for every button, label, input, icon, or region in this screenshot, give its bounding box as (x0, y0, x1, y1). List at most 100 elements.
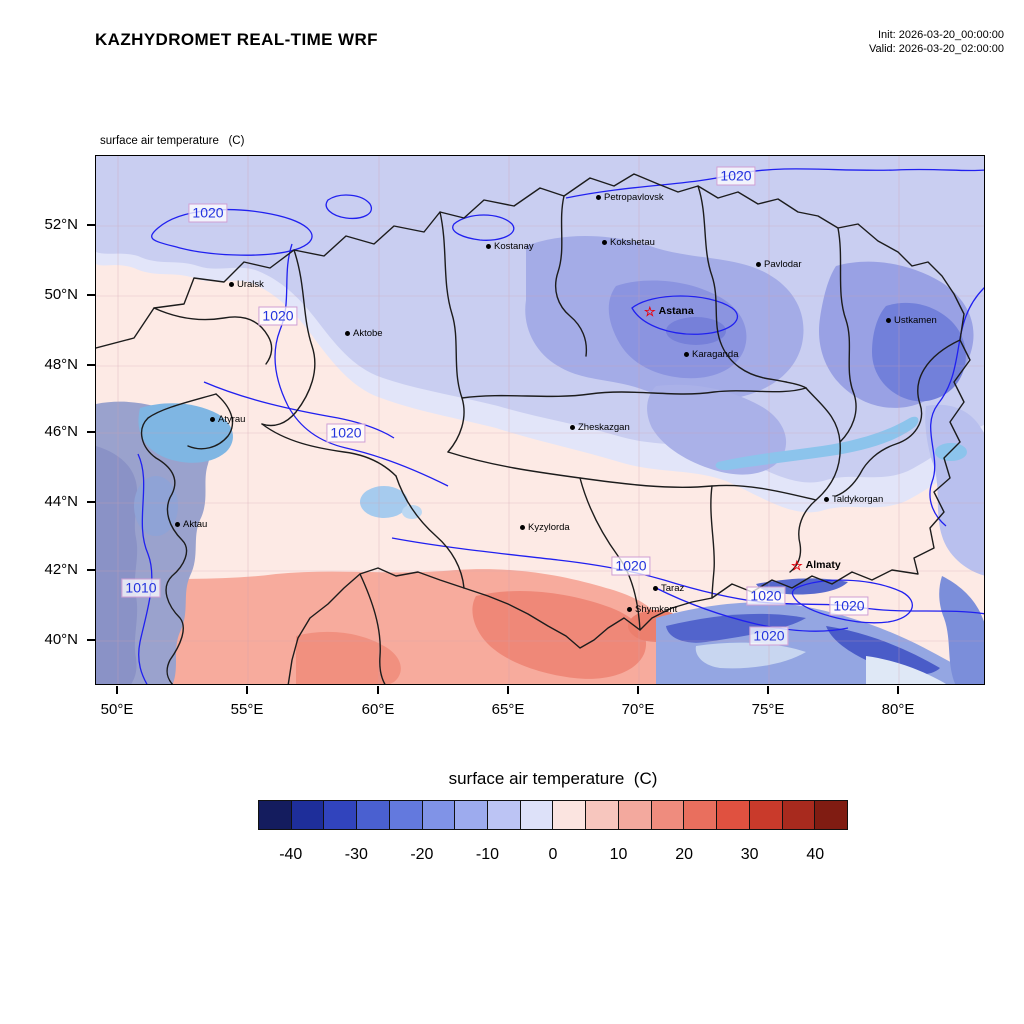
lon-tick (116, 686, 118, 694)
lat-tick (87, 431, 95, 433)
city-label: Aktobe (353, 328, 383, 339)
colorbar (258, 800, 848, 830)
lat-tick-label: 48°N (44, 356, 78, 373)
city-marker: Zheskazgan (570, 422, 630, 433)
map-art (96, 156, 984, 684)
colorbar-tick-label: -10 (475, 846, 499, 863)
colorbar-cell (815, 801, 847, 829)
colorbar-tick-label: 30 (740, 846, 759, 863)
isobar-label: 1010 (121, 578, 161, 598)
isobar-label: 1020 (326, 423, 366, 443)
lat-tick-label: 50°N (44, 286, 78, 303)
valid-time: Valid: 2026-03-20_02:00:00 (869, 43, 1004, 55)
border-line (96, 173, 971, 684)
city-dot-icon (210, 417, 215, 422)
lon-tick (377, 686, 379, 694)
temp-zone (666, 317, 726, 345)
lon-tick-label: 60°E (361, 701, 395, 718)
temp-zone (134, 476, 178, 536)
city-dot-icon (756, 262, 761, 267)
city-marker: Uralsk (229, 279, 264, 290)
city-label: Kokshetau (610, 237, 655, 248)
city-dot-icon (653, 586, 658, 591)
colorbar-cell (422, 801, 456, 829)
colorbar-cell (651, 801, 685, 829)
isobar-contours (137, 168, 984, 684)
border-line (261, 423, 397, 477)
city-marker: Aktobe (345, 328, 383, 339)
lon-tick-label: 65°E (491, 701, 525, 718)
city-marker: Petropavlovsk (596, 192, 664, 203)
lat-tick (87, 294, 95, 296)
border-line (710, 485, 716, 599)
isobar-line (391, 537, 984, 615)
colorbar-cell (749, 801, 783, 829)
temp-zone (666, 613, 806, 643)
city-dot-icon (824, 497, 829, 502)
city-label: Ustkamen (894, 315, 937, 326)
city-label: Aktau (183, 519, 208, 530)
city-marker: Kostanay (486, 241, 534, 252)
colorbar-cell (586, 801, 619, 829)
border-line (579, 477, 641, 631)
capital-city-marker: ☆ Astana (644, 303, 694, 319)
colorbar-cell (357, 801, 390, 829)
city-marker: Atyrau (210, 414, 245, 425)
city-dot-icon (345, 331, 350, 336)
lon-tick-label: 50°E (100, 701, 134, 718)
lon-tick-label: 80°E (881, 701, 915, 718)
city-marker: Karaganda (684, 349, 738, 360)
capital-star-icon: ☆ (791, 557, 803, 573)
isobar-label: 1020 (746, 586, 786, 606)
lon-tick (897, 686, 899, 694)
page-title: KAZHYDROMET REAL-TIME WRF (95, 30, 378, 49)
colorbar-cell (553, 801, 587, 829)
lat-tick (87, 364, 95, 366)
isobar-line (655, 587, 849, 632)
capital-star-icon: ☆ (644, 303, 656, 319)
temp-zone (695, 642, 806, 669)
lon-tick (637, 686, 639, 694)
city-label: Atyrau (218, 414, 246, 425)
temp-zone (826, 626, 940, 675)
colorbar-tick-label: 40 (806, 846, 825, 863)
region-borders (96, 173, 971, 684)
colorbar-title: surface air temperature (C) (448, 769, 658, 788)
colorbar-cell (618, 801, 652, 829)
colorbar-cell (291, 801, 325, 829)
run-times: Init: 2026-03-20_00:00:00 Valid: 2026-03… (869, 28, 1004, 56)
city-dot-icon (229, 282, 234, 287)
lon-tick-label: 75°E (751, 701, 785, 718)
city-dot-icon (627, 607, 632, 612)
colorbar-cell (488, 801, 521, 829)
city-label: Astana (658, 305, 694, 317)
city-dot-icon (886, 318, 891, 323)
isobar-label: 1020 (611, 556, 651, 576)
border-line (261, 249, 316, 427)
lon-tick (507, 686, 509, 694)
isobar-line (565, 168, 984, 199)
city-label: Zheskazgan (578, 422, 630, 433)
colorbar-cell (782, 801, 816, 829)
isobar-label: 1020 (258, 306, 298, 326)
border-line (554, 195, 588, 357)
border-line (835, 339, 961, 497)
colorbar-cell (455, 801, 489, 829)
border-line (447, 451, 817, 501)
lat-tick-label: 52°N (44, 216, 78, 233)
isobar-line (791, 579, 913, 624)
border-line (837, 227, 857, 443)
border-line (697, 185, 807, 389)
city-dot-icon (596, 195, 601, 200)
lat-tick (87, 224, 95, 226)
isobar-line (631, 295, 738, 335)
isobar-label: 1020 (716, 166, 756, 186)
city-label: Kyzylorda (528, 522, 570, 533)
aral-sea (360, 486, 408, 518)
lat-tick-label: 42°N (44, 561, 78, 578)
colorbar-cell (717, 801, 750, 829)
city-label: Kostanay (494, 241, 534, 252)
city-layer: Petropavlovsk Kostanay Kokshetau Pavlodar Ur… (96, 156, 984, 684)
lake-alakol (935, 443, 967, 461)
